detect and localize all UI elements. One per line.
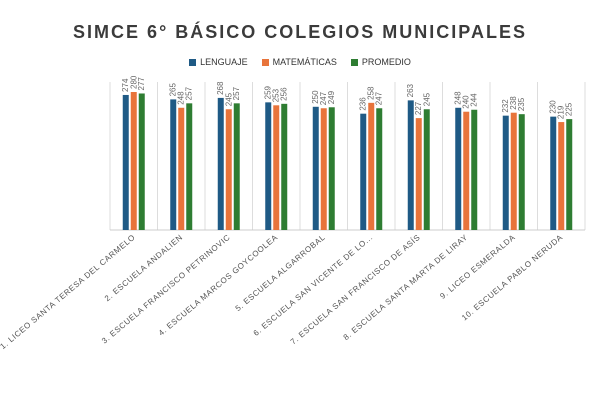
data-label: 245: [224, 92, 233, 106]
bar-6-matematicas: [368, 102, 375, 230]
bar-1-promedio: [138, 93, 145, 230]
data-label: 247: [375, 91, 384, 105]
data-label: 253: [272, 88, 281, 102]
legend-swatch-promedio: [350, 58, 358, 66]
bar-2-lenguaje: [170, 99, 177, 231]
bar-7-lenguaje: [407, 100, 414, 230]
bar-4-promedio: [281, 103, 288, 230]
data-label: 240: [462, 95, 471, 109]
bar-1-matematicas: [130, 92, 137, 230]
data-label: 247: [319, 91, 328, 105]
bar-7-matematicas: [415, 118, 422, 230]
chart-title: SIMCE 6° BÁSICO COLEGIOS MUNICIPALES: [73, 22, 527, 42]
data-label: 257: [232, 86, 241, 100]
bar-4-lenguaje: [265, 102, 272, 230]
data-label: 230: [549, 100, 558, 114]
data-label: 236: [359, 97, 368, 111]
legend: LENGUAJE MATEMÁTICAS PROMEDIO: [0, 57, 600, 67]
data-label: 232: [501, 99, 510, 113]
bar-7-promedio: [423, 109, 430, 230]
bar-3-promedio: [233, 103, 240, 230]
x-tick-label: 5. ESCUELA ALGARROBAL: [234, 233, 327, 313]
bar-9-promedio: [518, 114, 525, 230]
bar-10-matematicas: [558, 122, 565, 230]
data-label: 244: [470, 93, 479, 107]
bar-3-lenguaje: [217, 97, 224, 231]
data-label: 245: [422, 92, 431, 106]
data-label: 225: [565, 102, 574, 116]
data-label: 248: [177, 91, 186, 105]
data-label: 250: [311, 90, 320, 104]
data-label: 227: [414, 101, 423, 115]
bar-10-promedio: [566, 119, 573, 230]
data-label: 280: [129, 75, 138, 89]
bar-5-matematicas: [320, 108, 327, 230]
bar-6-lenguaje: [360, 113, 367, 230]
legend-label-matematicas: MATEMÁTICAS: [272, 57, 337, 67]
legend-item-lenguaje: LENGUAJE: [189, 57, 248, 67]
bar-10-lenguaje: [550, 116, 557, 230]
data-label: 257: [185, 86, 194, 100]
bar-3-matematicas: [225, 109, 232, 230]
data-label: 219: [557, 105, 566, 119]
legend-swatch-matematicas: [261, 58, 269, 66]
legend-item-matematicas: MATEMÁTICAS: [261, 57, 337, 67]
legend-label-promedio: PROMEDIO: [361, 57, 411, 67]
data-label: 265: [169, 82, 178, 96]
bar-8-promedio: [471, 109, 478, 230]
data-label: 256: [280, 87, 289, 101]
x-tick-label: 2. ESCUELA ANDALIEN: [103, 233, 185, 304]
data-label: 274: [121, 78, 130, 92]
bar-5-promedio: [328, 107, 335, 230]
bar-9-matematicas: [510, 112, 517, 230]
data-label: 268: [216, 81, 225, 95]
data-label: 259: [264, 85, 273, 99]
bar-1-lenguaje: [122, 94, 129, 230]
legend-swatch-lenguaje: [189, 58, 197, 66]
x-tick-label: 10. ESCUELA PABLO NERUDA: [460, 233, 565, 323]
bar-2-promedio: [186, 103, 193, 230]
data-label: 248: [454, 91, 463, 105]
data-label: 258: [367, 86, 376, 100]
bar-6-promedio: [376, 108, 383, 230]
bar-4-matematicas: [273, 105, 280, 230]
data-label: 263: [406, 83, 415, 97]
bar-8-lenguaje: [455, 107, 462, 230]
bar-2-matematicas: [178, 107, 185, 230]
legend-label-lenguaje: LENGUAJE: [200, 57, 248, 67]
bar-5-lenguaje: [312, 106, 319, 230]
legend-item-promedio: PROMEDIO: [350, 57, 411, 67]
data-label: 277: [137, 77, 146, 91]
data-label: 235: [517, 97, 526, 111]
data-label: 249: [327, 90, 336, 104]
data-label: 238: [509, 96, 518, 110]
bar-9-lenguaje: [502, 115, 509, 230]
bar-8-matematicas: [463, 111, 470, 230]
